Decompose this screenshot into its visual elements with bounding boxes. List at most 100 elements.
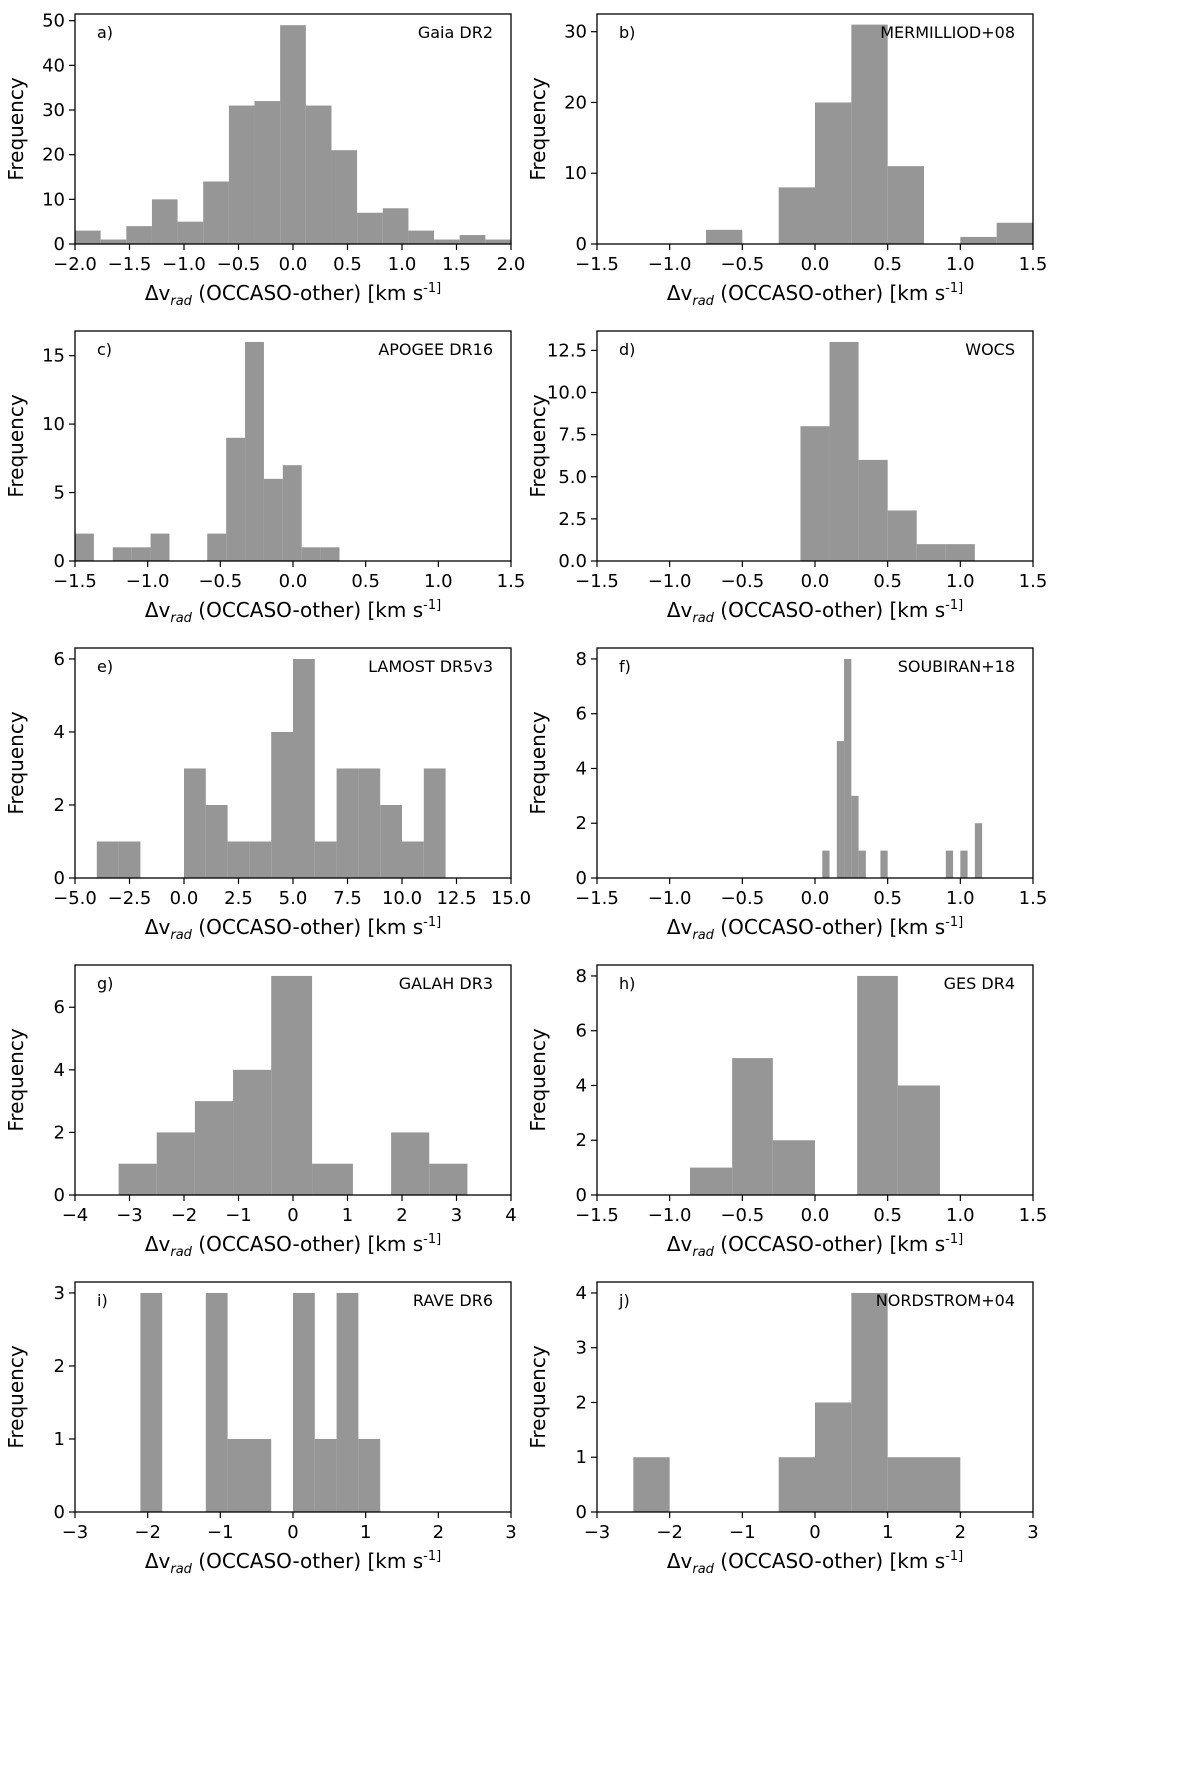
y-tick-label: 5.0: [558, 467, 587, 488]
x-tick-label: 1: [360, 1522, 371, 1543]
histogram-bar: [960, 236, 997, 244]
histogram-bar: [205, 1292, 228, 1512]
catalog-label: Gaia DR2: [418, 23, 493, 42]
histogram-bar: [207, 533, 227, 561]
histogram-bar: [357, 212, 383, 244]
y-tick-label: 0: [576, 234, 587, 255]
x-tick-label: 3: [451, 1205, 462, 1226]
x-tick-label: 0: [287, 1522, 298, 1543]
panel-label: i): [97, 1291, 108, 1310]
x-tick-label: −1.0: [162, 254, 206, 275]
y-axis-label: Frequency: [526, 1028, 550, 1131]
panel-d: −1.5 −1.0 −0.5 0.0 0.5 1.0 1.5 0.0 2.5 5.0 7.5 10.0…: [526, 330, 1048, 626]
x-tick-label: 1.5: [1019, 571, 1048, 592]
y-tick-label: 0.0: [558, 551, 587, 572]
panel-e: −5.0 −2.5 0.0 2.5 5.0 7.5 10.0 12.5 15.0 0 2 4 6 Freq…: [4, 647, 531, 943]
y-tick-label: 1: [54, 1429, 65, 1450]
x-tick-label: −5.0: [53, 888, 97, 909]
y-axis-label: Frequency: [4, 711, 28, 814]
x-axis-label: Δvrad (OCCASO-other) [km s-1]: [145, 1549, 441, 1577]
x-tick-label: 3: [1027, 1522, 1038, 1543]
histogram-bar: [732, 1058, 773, 1195]
y-tick-label: 0: [54, 1185, 65, 1206]
histogram-bar: [880, 850, 888, 878]
y-tick-label: 2: [576, 813, 587, 834]
panel-label: j): [618, 1291, 630, 1310]
histogram-bar: [293, 658, 315, 878]
histogram-bar: [301, 547, 321, 561]
y-tick-label: 50: [42, 11, 65, 32]
histogram-bar: [227, 841, 250, 878]
histogram-bar: [245, 341, 264, 561]
histogram-bar: [336, 768, 359, 878]
histogram-bar: [126, 226, 152, 244]
histogram-bar: [233, 1069, 272, 1195]
y-tick-label: 6: [576, 1021, 587, 1042]
axes-frame: [596, 647, 1034, 879]
y-tick-label: 0: [54, 234, 65, 255]
x-axis-label: Δvrad (OCCASO-other) [km s-1]: [667, 1232, 963, 1260]
histogram-bar: [280, 25, 306, 244]
panel-f: −1.5 −1.0 −0.5 0.0 0.5 1.0 1.5 0 2 4 6 8 Frequency Δv…: [526, 647, 1048, 943]
y-tick-label: 8: [576, 966, 587, 987]
x-tick-label: 0.5: [873, 571, 902, 592]
x-tick-label: −1.5: [575, 254, 619, 275]
x-tick-label: −2: [656, 1522, 683, 1543]
x-tick-label: −4: [62, 1205, 89, 1226]
histogram-bar: [772, 1140, 815, 1195]
x-tick-label: −2: [134, 1522, 161, 1543]
x-tick-label: −0.5: [217, 254, 261, 275]
panel-label: c): [97, 340, 112, 359]
y-tick-label: 3: [54, 1283, 65, 1304]
x-tick-label: 0.5: [873, 888, 902, 909]
histogram-bar: [778, 187, 815, 244]
panel-label: e): [97, 657, 113, 676]
y-tick-label: 10.0: [547, 383, 587, 404]
y-tick-label: 15: [42, 346, 65, 367]
x-tick-label: −1.5: [575, 571, 619, 592]
x-tick-label: 1: [882, 1522, 893, 1543]
x-tick-label: 1.5: [497, 571, 526, 592]
panel-label: h): [619, 974, 635, 993]
catalog-label: GES DR4: [944, 974, 1015, 993]
x-tick-label: 1.0: [424, 571, 453, 592]
histogram-bar: [118, 1163, 157, 1195]
histogram-bar: [887, 510, 917, 561]
y-tick-label: 6: [54, 649, 65, 670]
x-tick-label: −0.5: [720, 888, 764, 909]
histogram-bar: [857, 975, 898, 1195]
x-tick-label: 2.0: [497, 254, 526, 275]
x-tick-label: 1.5: [1019, 888, 1048, 909]
histogram-bar: [924, 1457, 961, 1512]
y-tick-label: 4: [576, 758, 587, 779]
histogram-bar: [429, 1163, 468, 1195]
y-tick-label: 4: [54, 1060, 65, 1081]
panel-label: b): [619, 23, 635, 42]
histogram-bar: [358, 1438, 381, 1512]
histogram-bar: [836, 741, 845, 878]
x-tick-label: 0.5: [873, 1205, 902, 1226]
catalog-label: WOCS: [965, 340, 1015, 359]
histogram-bar: [800, 426, 830, 561]
histogram-bar: [960, 850, 968, 878]
x-tick-label: −1.5: [108, 254, 152, 275]
histogram-bar: [249, 841, 272, 878]
histogram-bar: [706, 229, 743, 244]
histogram-bar: [887, 166, 924, 244]
histogram-bar: [897, 1085, 940, 1195]
x-tick-label: 0.0: [801, 888, 830, 909]
x-axis-label: Δvrad (OCCASO-other) [km s-1]: [667, 915, 963, 943]
x-tick-label: −0.5: [720, 571, 764, 592]
histogram-bar: [382, 208, 409, 244]
histogram-bar: [177, 221, 204, 244]
catalog-label: GALAH DR3: [399, 974, 493, 993]
y-axis-label: Frequency: [526, 394, 550, 497]
panel-b: −1.5 −1.0 −0.5 0.0 0.5 1.0 1.5 0 10 20 30 Frequency…: [526, 13, 1047, 309]
histogram-bar: [423, 768, 446, 878]
x-tick-label: 0.0: [279, 254, 308, 275]
histogram-bar: [205, 804, 228, 878]
y-axis-label: Frequency: [4, 1028, 28, 1131]
panel-label: f): [619, 657, 631, 676]
x-tick-label: 1.0: [946, 888, 975, 909]
x-axis-label: Δvrad (OCCASO-other) [km s-1]: [145, 915, 441, 943]
